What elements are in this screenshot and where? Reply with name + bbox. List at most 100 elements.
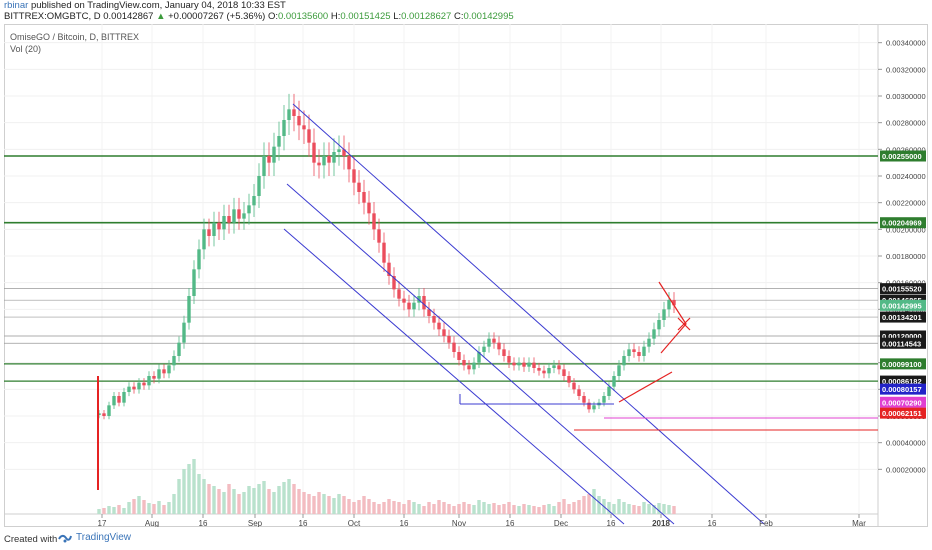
channel-lower-line[interactable]	[283, 228, 625, 525]
candle-body	[492, 338, 496, 343]
volume-bar	[647, 504, 651, 514]
candle-body	[397, 289, 401, 299]
symbol-info: BITTREX:OMGBTC, D 0.00142867 ▲ +0.000072…	[4, 11, 514, 22]
candle-body	[212, 222, 216, 236]
author-link[interactable]: rbinar	[4, 0, 29, 11]
candle-body	[497, 342, 501, 350]
publish-text: published on TradingView.com, January 04…	[30, 0, 286, 11]
volume-bar	[252, 488, 256, 514]
volume-bar	[182, 469, 186, 514]
candle-body	[572, 382, 576, 390]
candle-body	[362, 192, 366, 203]
candle-body	[672, 300, 676, 306]
volume-bar	[447, 504, 451, 514]
volume-bar	[597, 496, 601, 514]
volume-bar	[187, 464, 191, 514]
candle-body	[192, 269, 196, 296]
candle-body	[632, 349, 636, 352]
candle-body	[142, 382, 146, 386]
volume-bar	[277, 486, 281, 514]
price-label-bg	[880, 150, 926, 162]
candle-body	[532, 362, 536, 368]
candle-body	[117, 396, 121, 403]
candle-body	[367, 202, 371, 214]
time-tick-label: 16	[400, 519, 409, 527]
price-label: 0.00062151	[882, 409, 922, 418]
triangle-pattern[interactable]	[658, 281, 687, 354]
candle-body	[152, 376, 156, 379]
volume-bar	[657, 503, 661, 514]
volume-bar	[422, 506, 426, 514]
candle-body	[627, 349, 631, 356]
tradingview-logo-icon	[58, 534, 72, 543]
candle-body	[122, 392, 126, 403]
volume-bar	[312, 496, 316, 514]
close-value: 0.00142995	[463, 11, 514, 22]
candle-body	[582, 396, 586, 403]
volume-bar	[537, 507, 541, 514]
time-tick-label: Nov	[452, 519, 466, 527]
volume-bar	[257, 484, 261, 514]
chart-frame[interactable]: OmiseGO / Bitcoin, D, BITTREX Vol (20) 0…	[4, 24, 928, 527]
red-trendline[interactable]	[618, 371, 673, 403]
candle-body	[562, 369, 566, 376]
volume-bar	[547, 504, 551, 514]
volume-bar	[337, 494, 341, 514]
price-tick-label: 0.00280000	[886, 119, 926, 128]
channel-middle-line[interactable]	[286, 183, 675, 525]
candle-body	[282, 120, 286, 136]
volume-bar	[672, 506, 676, 514]
volume-bar	[652, 505, 656, 514]
candle-body	[652, 329, 656, 339]
time-tick-label: 17	[98, 519, 107, 527]
triangle-apex-x2	[677, 317, 691, 331]
price-label-bg	[880, 375, 926, 387]
candle-body	[422, 296, 426, 310]
price-chart[interactable]: OmiseGO / Bitcoin, D, BITTREX Vol (20) 0…	[4, 24, 928, 527]
volume-bar	[122, 508, 126, 514]
volume-indicator-label: Vol (20)	[10, 44, 41, 54]
candle-body	[547, 368, 551, 374]
time-tick-label: 16	[708, 519, 717, 527]
candle-body	[452, 342, 456, 352]
channel-upper-line[interactable]	[292, 103, 765, 525]
time-axis[interactable]: 17 Aug 16 Sep 16 Oct 16 Nov 16 Dec 16 2018 16 Feb Mar	[98, 514, 867, 527]
volume-bar	[617, 499, 621, 514]
price-label: 0.00120000	[882, 332, 922, 341]
last-price: 0.00142867	[103, 11, 154, 22]
volume-bar	[417, 504, 421, 514]
volume-bar	[327, 496, 331, 514]
candle-body	[392, 276, 396, 290]
volume-bar	[237, 494, 241, 514]
volume-bar	[402, 504, 406, 514]
candle-body	[272, 146, 276, 163]
volume-bar	[462, 502, 466, 514]
price-tick-label: 0.00180000	[886, 252, 926, 261]
price-label: 0.00155520	[882, 285, 922, 294]
volume-bar	[527, 505, 531, 514]
candle-body	[127, 386, 131, 392]
candle-body	[317, 162, 321, 166]
candle-body	[607, 386, 611, 396]
volume-bar	[457, 504, 461, 514]
volume-bar	[222, 492, 226, 514]
volume-bar	[167, 502, 171, 514]
candle-body	[257, 176, 261, 196]
volume-bar	[227, 484, 231, 514]
time-tick-label: 16	[607, 519, 616, 527]
candle-body	[567, 376, 571, 383]
volume-bar	[502, 504, 506, 514]
publish-info: rbinar published on TradingView.com, Jan…	[4, 0, 286, 11]
volume-bar	[177, 479, 181, 514]
volume-bar	[147, 503, 151, 514]
candle-body	[472, 362, 476, 370]
volume-bar	[307, 494, 311, 514]
price-label-bg	[880, 330, 926, 342]
candle-body	[647, 338, 651, 347]
volume-bar	[572, 502, 576, 514]
volume-bar	[622, 502, 626, 514]
candle-body	[297, 116, 301, 126]
volume-bar	[117, 505, 121, 514]
tradingview-brand[interactable]: TradingView	[58, 532, 131, 543]
candle-body	[387, 262, 391, 276]
